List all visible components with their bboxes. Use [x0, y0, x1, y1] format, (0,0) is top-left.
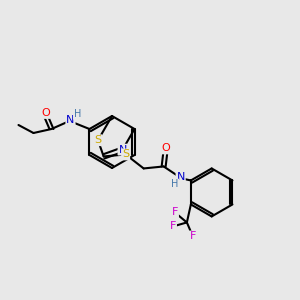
Text: S: S — [94, 135, 102, 145]
Text: O: O — [161, 143, 170, 153]
Text: N: N — [66, 115, 75, 125]
Text: N: N — [176, 172, 185, 182]
Text: O: O — [41, 108, 50, 118]
Text: H: H — [171, 179, 178, 189]
Text: F: F — [190, 231, 196, 242]
Text: S: S — [122, 149, 129, 159]
Text: F: F — [170, 221, 176, 231]
Text: H: H — [74, 109, 81, 119]
Text: N: N — [118, 145, 127, 154]
Text: F: F — [172, 207, 178, 218]
